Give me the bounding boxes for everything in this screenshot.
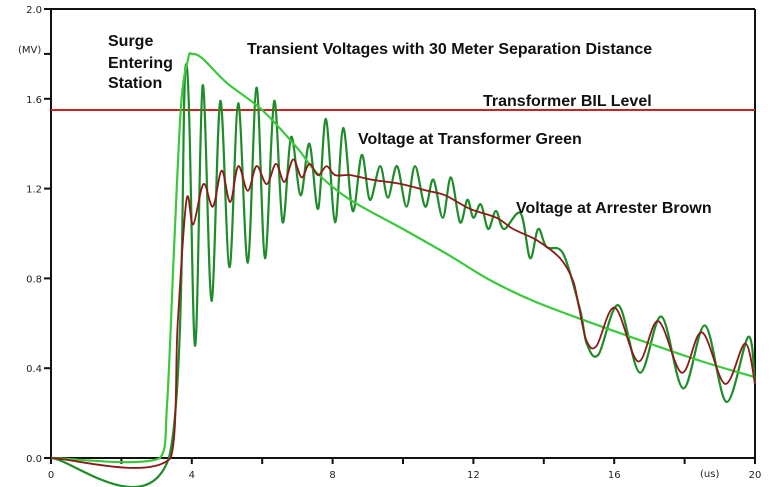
surge-label-line2: Entering [108, 55, 173, 72]
y-tick-label: 0.0 [26, 454, 42, 465]
surge-label-line1: Surge [108, 33, 153, 50]
x-tick-label: 8 [329, 470, 335, 481]
y-axis-unit-label: (MV) [18, 45, 41, 56]
y-tick-label: 1.6 [26, 95, 42, 106]
chart-title: Transient Voltages with 30 Meter Separat… [247, 41, 652, 58]
y-tick-label: 0.8 [26, 274, 42, 285]
y-tick-label: 2.0 [26, 5, 42, 16]
x-tick-label: 20 [749, 470, 762, 481]
series-surge-entering-station [50, 51, 756, 464]
series-voltage-at-arrester [50, 158, 756, 469]
y-tick-label: 1.2 [26, 185, 42, 196]
bil-label: Transformer BIL Level [483, 93, 652, 110]
series-voltage-at-transformer [50, 63, 757, 487]
series-group [50, 51, 757, 487]
y-tick-label: 0.4 [26, 364, 42, 375]
x-tick-label: 4 [189, 470, 195, 481]
x-tick-label: 0 [48, 470, 54, 481]
ticks: 0 4 8 12 16 20 0.0 0.4 0.8 1.2 1.6 2.0 [26, 5, 761, 481]
x-tick-label: 12 [467, 470, 480, 481]
surge-label-line3: Station [108, 75, 162, 92]
x-tick-label: 16 [608, 470, 621, 481]
transformer-label: Voltage at Transformer Green [358, 131, 582, 148]
x-axis-unit-label: (us) [700, 469, 719, 480]
arrester-label: Voltage at Arrester Brown [516, 200, 712, 217]
